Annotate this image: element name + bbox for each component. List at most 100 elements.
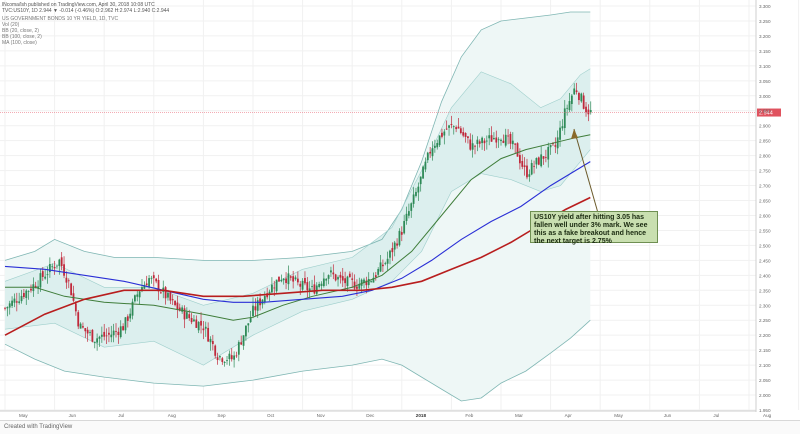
candle-body <box>495 137 498 143</box>
annotation-callout[interactable]: US10Y yield after hitting 3.05 has falle… <box>530 211 658 245</box>
candle-body <box>521 160 524 167</box>
candle-body <box>570 95 573 104</box>
x-tick-label: Aug <box>763 413 772 418</box>
y-tick-label: 2.650 <box>759 199 771 204</box>
candle-body <box>282 278 285 281</box>
candle-body <box>46 274 49 276</box>
candle-body <box>346 276 349 287</box>
candle-body <box>56 265 58 267</box>
candle-body <box>86 329 89 334</box>
candle-body <box>306 282 309 291</box>
candle-body <box>112 330 115 336</box>
symbol-line: TVC:US10Y, 1D 2.944 ▼ -0.014 (-0.46%) O:… <box>2 8 170 14</box>
candle-body <box>396 243 398 246</box>
price-chart[interactable]: 2.944 1.950 2.000 2.050 2.100 2.150 2.200 2.25… <box>0 0 800 420</box>
candle-body <box>129 313 132 319</box>
candle-body <box>426 152 429 161</box>
x-tick-label: Nov <box>317 413 326 418</box>
candle-body <box>405 213 408 221</box>
candle-body <box>424 161 427 170</box>
candle-body <box>193 319 195 322</box>
bb100-lower-line <box>4 319 591 402</box>
footer-bar: Created with TradingView <box>0 420 800 434</box>
candle-body <box>462 132 465 136</box>
candle-body <box>195 319 198 328</box>
y-tick-label: 3.000 <box>759 94 771 99</box>
candle-body <box>573 88 576 95</box>
candle-body <box>211 341 214 345</box>
candle-body <box>360 279 363 286</box>
candle-body <box>379 262 382 272</box>
candle-body <box>270 284 273 293</box>
candle-body <box>237 342 240 355</box>
candle-body <box>464 132 467 137</box>
y-tick-label: 3.050 <box>759 79 771 84</box>
candle-body <box>386 258 389 264</box>
candle-body <box>481 137 484 144</box>
ma-green-line <box>5 134 591 321</box>
candle-body <box>334 274 337 281</box>
footer-credit: Created with TradingView <box>4 424 73 430</box>
candle-body <box>443 131 446 136</box>
candle-body <box>41 271 44 277</box>
candle-body <box>134 295 136 302</box>
candle-body <box>115 330 117 332</box>
candle-body <box>34 285 37 288</box>
candle-body <box>273 287 276 289</box>
candle-body <box>587 109 590 115</box>
candle-body <box>318 283 321 288</box>
candle-body <box>348 273 351 278</box>
candle-body <box>150 277 153 279</box>
candle-body <box>228 353 231 360</box>
y-tick-label: 2.550 <box>759 228 771 233</box>
candle-body <box>377 269 380 275</box>
candle-body <box>164 287 167 299</box>
candle-body <box>535 158 538 165</box>
candle-body <box>374 275 377 278</box>
candle-body <box>15 301 18 303</box>
candle-body <box>216 357 219 361</box>
candle-body <box>407 211 410 216</box>
candle-body <box>207 327 210 342</box>
candle-body <box>339 274 342 278</box>
candle-body <box>315 285 318 294</box>
candle-body <box>589 110 592 113</box>
candle-body <box>256 300 259 311</box>
x-tick-label: May <box>19 413 28 418</box>
candle-body <box>37 286 39 289</box>
candle-body <box>493 138 495 140</box>
x-tick-label: Aug <box>168 413 177 418</box>
candle-body <box>516 143 519 157</box>
candle-body <box>568 101 571 111</box>
candle-body <box>230 355 233 360</box>
candle-body <box>457 126 460 129</box>
candle-body <box>533 165 535 167</box>
candle-body <box>148 278 150 287</box>
candle-body <box>530 162 533 175</box>
candle-body <box>289 276 292 278</box>
x-tick-label: May <box>614 413 623 418</box>
candle-body <box>504 134 507 146</box>
candle-body <box>159 292 162 294</box>
candle-body <box>488 135 491 139</box>
x-tick-label: 2018 <box>416 413 427 418</box>
y-tick-label: 2.100 <box>759 363 771 368</box>
x-tick-label: Jun <box>69 413 77 418</box>
candle-body <box>370 281 372 282</box>
y-tick-label: 2.300 <box>759 303 771 308</box>
candle-body <box>556 137 559 149</box>
candle-body <box>549 144 552 148</box>
y-tick-label: 3.150 <box>759 49 771 54</box>
candle-body <box>582 95 585 109</box>
candle-body <box>372 277 375 283</box>
y-tick-label: 3.200 <box>759 34 771 39</box>
candle-body <box>322 278 325 287</box>
candle-body <box>242 335 245 346</box>
x-tick-label: Dec <box>366 413 375 418</box>
candle-body <box>400 232 403 235</box>
candle-body <box>176 302 179 310</box>
last-price-label: 2.944 <box>759 111 773 117</box>
candle-body <box>563 108 566 129</box>
y-tick-label: 2.250 <box>759 318 771 323</box>
candle-body <box>547 147 550 160</box>
